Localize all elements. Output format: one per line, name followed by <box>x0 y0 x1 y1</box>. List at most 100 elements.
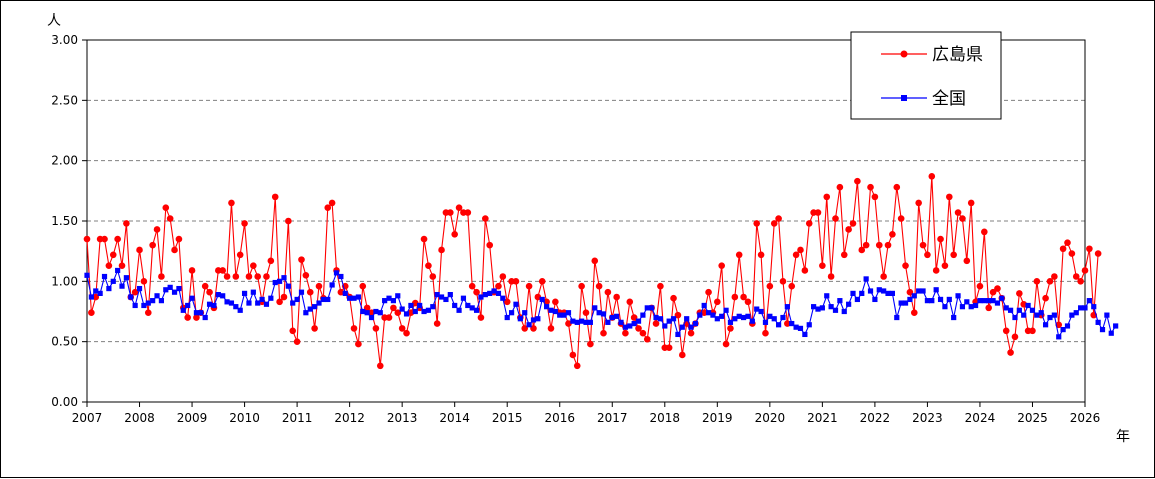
data-point <box>285 283 291 289</box>
data-point <box>981 298 987 304</box>
data-point <box>622 329 629 337</box>
data-point <box>819 305 825 311</box>
legend-marker-national <box>901 95 907 101</box>
data-point <box>981 228 988 236</box>
data-point <box>675 331 681 338</box>
data-point <box>407 309 415 317</box>
data-point <box>653 314 659 321</box>
data-point <box>320 296 326 303</box>
data-point <box>959 215 966 222</box>
data-point <box>350 325 358 332</box>
x-tick-label: 2016 <box>544 411 575 425</box>
data-point <box>250 262 257 269</box>
data-point <box>767 313 773 319</box>
data-point <box>565 320 572 327</box>
legend-box <box>850 31 1002 120</box>
data-point <box>792 251 800 259</box>
data-point <box>281 275 287 281</box>
data-point <box>919 241 927 249</box>
data-point <box>465 302 471 309</box>
data-point <box>889 230 896 238</box>
data-point <box>697 312 703 318</box>
data-point <box>701 302 707 309</box>
data-point <box>600 329 607 337</box>
data-point <box>994 285 1001 292</box>
data-point <box>385 314 393 321</box>
data-point <box>1012 314 1018 321</box>
data-point <box>263 301 270 307</box>
data-point <box>526 322 532 328</box>
legend: 広島県 全国 <box>850 31 1002 120</box>
data-point <box>166 215 174 222</box>
y-tick-label: 3.00 <box>51 33 78 47</box>
data-point <box>158 298 165 304</box>
data-point <box>687 329 695 337</box>
data-point <box>241 220 248 227</box>
series-1 <box>84 267 1119 340</box>
data-point <box>211 302 217 309</box>
x-tick-label: 2022 <box>860 411 891 425</box>
data-point <box>850 290 856 296</box>
data-point <box>819 262 826 269</box>
data-point <box>639 329 647 337</box>
data-point <box>670 294 677 302</box>
data-point <box>224 299 230 305</box>
data-point <box>775 215 782 222</box>
data-point <box>1069 312 1075 318</box>
data-point <box>840 251 848 259</box>
data-point <box>123 275 129 281</box>
data-point <box>688 324 694 330</box>
data-point <box>846 301 852 307</box>
data-point <box>486 241 494 249</box>
data-point <box>1025 302 1031 309</box>
data-point <box>500 295 506 301</box>
data-point <box>744 298 752 306</box>
data-point <box>83 235 91 243</box>
series-line <box>86 176 1099 367</box>
data-point <box>149 241 156 249</box>
data-point <box>452 302 458 309</box>
data-point <box>360 308 366 315</box>
data-point <box>512 278 520 285</box>
data-point <box>395 293 401 299</box>
data-point <box>141 302 147 309</box>
y-tick-label: 2.50 <box>51 93 78 107</box>
data-point <box>902 262 909 269</box>
data-point <box>92 293 100 301</box>
data-point <box>665 344 673 352</box>
data-point <box>522 310 528 316</box>
data-point <box>942 304 948 310</box>
data-point <box>1064 239 1071 247</box>
data-point <box>915 199 922 207</box>
data-point <box>530 325 537 332</box>
data-point <box>827 273 835 280</box>
legend-label-hiroshima: 広島県 <box>932 45 983 65</box>
data-point <box>535 316 541 322</box>
data-point <box>1034 312 1040 318</box>
data-point <box>245 273 253 280</box>
data-point <box>727 319 734 325</box>
data-point <box>885 290 891 296</box>
data-point <box>202 314 208 321</box>
data-point <box>271 193 279 201</box>
series-layer <box>83 173 1119 370</box>
data-point <box>508 310 515 316</box>
data-point <box>557 312 563 318</box>
data-point <box>443 296 449 303</box>
data-point <box>719 313 725 319</box>
x-tick-label: 2019 <box>702 411 733 425</box>
data-point <box>1073 310 1079 316</box>
data-point <box>1043 322 1049 328</box>
data-point <box>206 288 213 296</box>
data-point <box>411 299 419 307</box>
x-tick-label: 2024 <box>965 411 996 425</box>
data-point <box>994 300 1001 306</box>
data-point <box>802 331 808 338</box>
data-point <box>382 298 388 304</box>
data-point <box>732 316 738 322</box>
data-point <box>911 293 917 299</box>
data-point <box>999 295 1005 301</box>
data-point <box>880 273 887 280</box>
data-point <box>967 199 975 207</box>
data-point <box>745 313 751 319</box>
